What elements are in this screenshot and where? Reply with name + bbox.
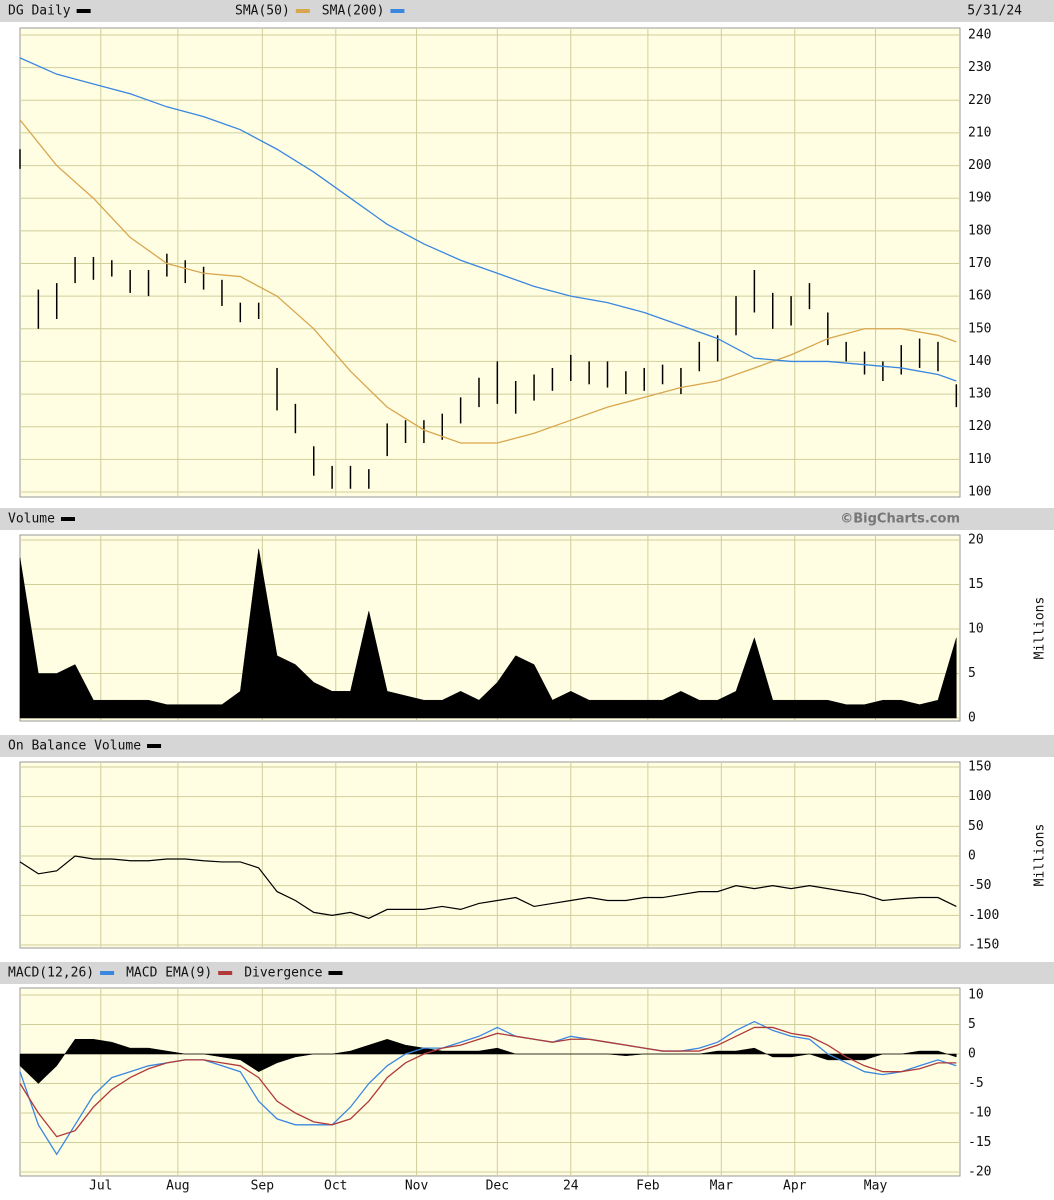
- panel-header: [0, 0, 1054, 22]
- y-tick-label: 150: [968, 321, 991, 336]
- legend-swatch: [60, 517, 75, 521]
- legend-swatch: [295, 9, 310, 13]
- y-tick-label: 170: [968, 256, 991, 271]
- panel-title: On Balance Volume: [8, 739, 141, 754]
- y-tick-label: 230: [968, 60, 991, 75]
- legend-label: Divergence: [244, 966, 322, 981]
- legend-label: MACD(12,26): [8, 966, 94, 981]
- panel-title: DG Daily: [8, 4, 71, 19]
- y-tick-label: 160: [968, 289, 991, 304]
- x-tick-label: Mar: [710, 1179, 734, 1194]
- x-tick-label: Jul: [89, 1179, 112, 1194]
- x-tick-label: Apr: [783, 1179, 807, 1194]
- y-tick-label: 200: [968, 158, 991, 173]
- x-tick-label: Nov: [405, 1179, 429, 1194]
- y-tick-label: 120: [968, 419, 991, 434]
- legend-swatch: [390, 9, 405, 13]
- x-tick-label: 24: [563, 1179, 579, 1194]
- axis-label: Millions: [1033, 824, 1048, 887]
- y-tick-label: 0: [968, 1047, 976, 1062]
- legend-label: MACD EMA(9): [126, 966, 212, 981]
- source-label: ©BigCharts.com: [840, 512, 960, 527]
- legend-label: SMA(200): [322, 4, 385, 19]
- y-tick-label: -20: [968, 1165, 991, 1180]
- x-tick-label: Sep: [251, 1179, 275, 1194]
- x-tick-label: Feb: [636, 1179, 660, 1194]
- y-tick-label: -5: [968, 1076, 984, 1091]
- y-tick-label: 15: [968, 577, 984, 592]
- obv-line: [19, 855, 957, 919]
- legend-swatch: [147, 744, 162, 748]
- y-tick-label: 210: [968, 125, 991, 140]
- y-tick-label: -50: [968, 878, 991, 893]
- y-tick-label: 100: [968, 789, 991, 804]
- legend-swatch: [76, 9, 91, 13]
- y-tick-label: 220: [968, 93, 991, 108]
- plot-area: [19, 987, 961, 1177]
- sma-line: [19, 57, 957, 382]
- legend-label: SMA(50): [235, 4, 290, 19]
- y-tick-label: 0: [968, 711, 976, 726]
- y-tick-label: 5: [968, 666, 976, 681]
- panel-header: [0, 508, 1054, 530]
- x-tick-label: Aug: [166, 1179, 189, 1194]
- x-tick-label: Oct: [324, 1179, 347, 1194]
- panel-header: [0, 962, 1054, 984]
- y-tick-label: 240: [968, 28, 991, 43]
- panel-title: Volume: [8, 512, 55, 527]
- y-tick-label: 150: [968, 760, 991, 775]
- y-tick-label: -150: [968, 938, 999, 953]
- y-tick-label: -10: [968, 1106, 991, 1121]
- y-tick-label: 10: [968, 622, 984, 637]
- x-tick-label: May: [864, 1179, 888, 1194]
- y-tick-label: 10: [968, 988, 984, 1003]
- y-tick-label: 5: [968, 1017, 976, 1032]
- macd-line: [19, 1026, 957, 1138]
- divergence-area: [19, 1038, 957, 1084]
- legend-swatch: [100, 971, 115, 975]
- y-tick-label: -15: [968, 1135, 991, 1150]
- y-tick-label: 190: [968, 191, 991, 206]
- y-tick-label: 140: [968, 354, 991, 369]
- y-tick-label: 100: [968, 485, 991, 500]
- y-tick-label: -100: [968, 908, 999, 923]
- axis-label: Millions: [1033, 597, 1048, 660]
- y-tick-label: 180: [968, 223, 991, 238]
- date-label: 5/31/24: [967, 4, 1022, 19]
- panel-header: [0, 735, 1054, 757]
- y-tick-label: 50: [968, 819, 984, 834]
- y-tick-label: 0: [968, 849, 976, 864]
- legend-swatch: [328, 971, 343, 975]
- y-tick-label: 110: [968, 452, 991, 467]
- plot-area: [19, 27, 961, 498]
- volume-area: [19, 548, 957, 719]
- plot-area: [19, 761, 961, 949]
- x-tick-label: Dec: [486, 1179, 509, 1194]
- y-tick-label: 130: [968, 387, 991, 402]
- legend-swatch: [218, 971, 233, 975]
- y-tick-label: 20: [968, 533, 984, 548]
- sma-line: [19, 119, 957, 444]
